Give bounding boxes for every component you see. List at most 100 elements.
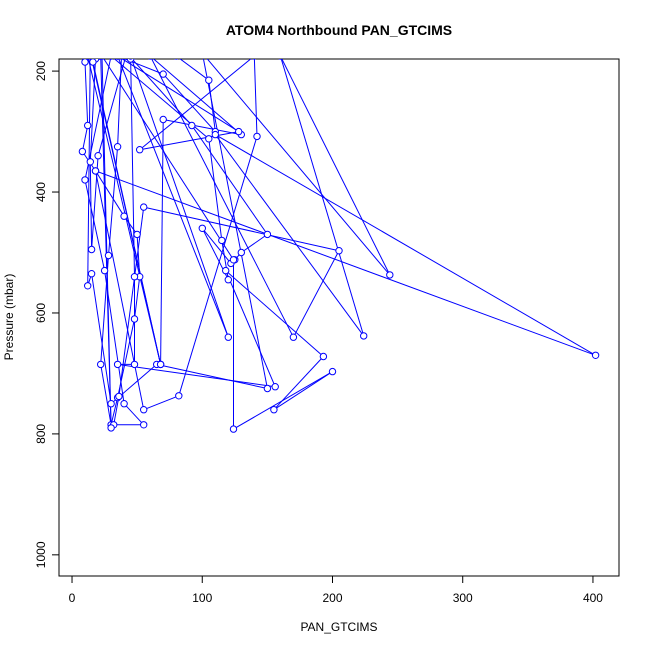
series-segment: [131, 59, 229, 338]
series-segment: [156, 363, 268, 389]
data-point: [328, 367, 337, 376]
data-point: [159, 70, 167, 78]
data-point: [199, 50, 205, 56]
data-point: [98, 59, 103, 60]
chart-title: ATOM4 Northbound PAN_GTCIMS: [226, 22, 452, 38]
data-point: [252, 59, 257, 60]
series-segment: [162, 73, 216, 132]
series-segment: [152, 59, 242, 135]
data-point: [386, 271, 394, 279]
data-point: [211, 130, 220, 139]
data-point: [133, 230, 141, 239]
y-tick-label: 1000: [34, 541, 48, 568]
data-point: [140, 406, 148, 414]
y-tick-label: 200: [34, 61, 48, 81]
data-point: [140, 421, 148, 429]
data-point: [113, 143, 122, 151]
data-point: [289, 333, 298, 341]
series-segment: [206, 59, 391, 276]
series-segment: [191, 125, 268, 235]
data-point: [229, 425, 238, 433]
data-point: [188, 121, 196, 130]
data-point: [253, 132, 261, 141]
data-point: [87, 50, 93, 56]
data-point: [121, 59, 127, 60]
data-point: [107, 400, 115, 408]
series-segment: [87, 59, 162, 365]
data-point: [218, 236, 226, 245]
data-point: [198, 224, 207, 233]
series-segment: [117, 59, 122, 147]
data-point: [115, 59, 120, 60]
y-tick-label: 800: [34, 424, 48, 444]
data-point: [81, 59, 89, 66]
x-tick-label: 300: [453, 591, 473, 605]
series-segment: [241, 233, 268, 253]
data-point: [89, 59, 97, 66]
data-point: [235, 127, 243, 136]
data-point: [97, 360, 105, 369]
series-segment: [131, 59, 193, 126]
data-point: [130, 273, 139, 281]
data-point: [91, 167, 100, 175]
data-point: [222, 266, 230, 275]
data-point: [263, 230, 272, 239]
series-segment: [151, 59, 294, 338]
series-segment: [178, 136, 258, 396]
y-axis-label: Pressure (mbar): [2, 274, 16, 361]
data-point: [84, 282, 92, 290]
series-segment: [110, 397, 119, 425]
data-point: [205, 76, 213, 84]
series-segment: [143, 395, 179, 411]
series-segment: [214, 134, 365, 337]
series-segment: [84, 61, 89, 126]
data-point: [263, 384, 272, 393]
series-segment: [208, 80, 216, 132]
series-segment: [202, 59, 268, 389]
data-point: [100, 266, 109, 275]
series-segment: [215, 134, 596, 356]
x-axis: 0 100 200 300 400: [69, 575, 603, 605]
data-point: [270, 406, 278, 414]
data-point: [87, 270, 96, 278]
series-segment: [95, 170, 125, 217]
data-point: [130, 360, 139, 369]
data-point: [591, 351, 600, 359]
y-tick-label: 400: [34, 182, 48, 202]
data-point: [335, 247, 343, 255]
series-segment: [103, 59, 234, 261]
series-segment: [89, 59, 96, 162]
x-tick-label: 0: [69, 591, 76, 605]
series-segment: [95, 170, 596, 356]
x-tick-label: 400: [583, 591, 603, 605]
series-segment: [117, 363, 276, 388]
data-point: [86, 158, 95, 166]
x-tick-label: 100: [192, 591, 212, 605]
series-segment: [160, 119, 164, 365]
data-point: [174, 59, 179, 60]
data-point: [98, 50, 104, 56]
data-point: [81, 176, 89, 184]
series-segment: [179, 59, 210, 81]
data-point: [136, 146, 144, 154]
series-segment: [92, 61, 162, 365]
data-point: [119, 59, 124, 60]
series-segment: [128, 59, 131, 60]
data-layer: [78, 50, 600, 433]
series-segment: [253, 59, 258, 137]
series-segment: [123, 403, 145, 426]
data-point: [319, 352, 328, 361]
data-point: [175, 392, 183, 400]
data-point: [115, 392, 123, 401]
data-point: [113, 360, 122, 369]
data-point: [128, 59, 133, 60]
data-point: [271, 383, 279, 391]
series-segment: [87, 59, 91, 286]
series-segment: [91, 273, 112, 404]
series-segment: [280, 59, 365, 337]
series-segment: [139, 59, 252, 151]
data-point: [360, 332, 368, 340]
data-point: [205, 135, 213, 143]
series-segment: [273, 371, 333, 411]
